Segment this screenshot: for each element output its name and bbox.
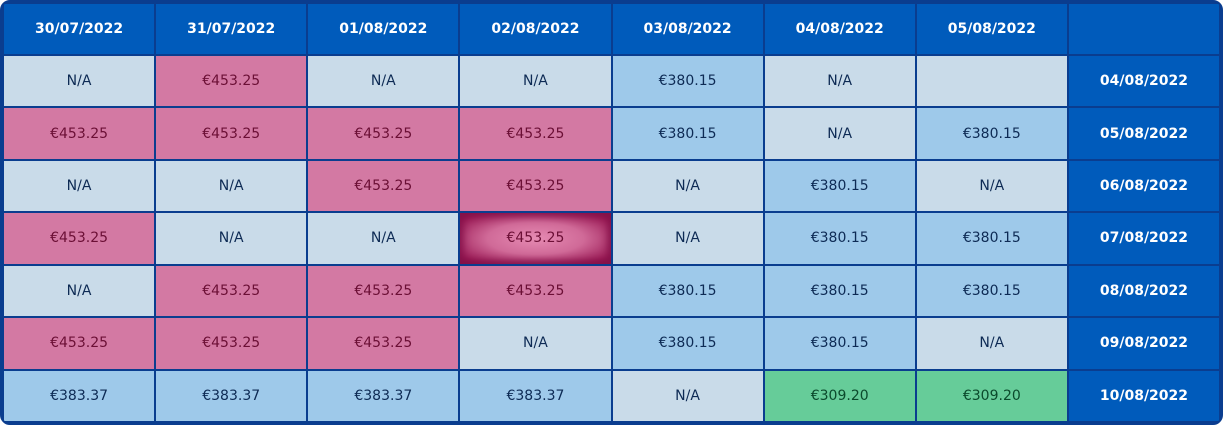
price-cell[interactable]: €453.25	[308, 108, 459, 159]
price-cell[interactable]: €380.15	[916, 213, 1067, 264]
price-cell[interactable]: N/A	[156, 213, 307, 264]
price-cell[interactable]: N/A	[308, 213, 459, 264]
row-header-date: 06/08/2022	[1068, 160, 1219, 212]
price-cell[interactable]: €380.15	[764, 265, 915, 317]
header-corner	[1068, 4, 1219, 54]
price-cell[interactable]: €453.25	[4, 213, 155, 264]
price-cell[interactable]: €380.15	[612, 108, 763, 159]
price-cell[interactable]: €453.25	[156, 108, 307, 159]
price-cell[interactable]: €453.25	[156, 265, 307, 317]
table-row: €453.25 N/A N/A €453.25 N/A €380.15 €380.15 07/…	[4, 213, 1219, 264]
price-cell[interactable]: N/A	[460, 318, 611, 369]
column-header-date: 05/08/2022	[916, 4, 1067, 54]
price-cell[interactable]: €383.37	[460, 370, 611, 421]
row-header-date: 10/08/2022	[1068, 370, 1219, 421]
row-header-date: 05/08/2022	[1068, 108, 1219, 159]
price-cell[interactable]: €453.25	[308, 160, 459, 212]
column-header-date: 31/07/2022	[156, 4, 307, 54]
price-cell[interactable]: €383.37	[308, 370, 459, 421]
price-cell[interactable]: €380.15	[612, 265, 763, 317]
table-row: N/A €453.25 €453.25 €453.25 €380.15 €380.15 €3…	[4, 265, 1219, 317]
table-row: N/A €453.25 N/A N/A €380.15 N/A 04/08/2022	[4, 56, 1219, 107]
table-row: €453.25 €453.25 €453.25 N/A €380.15 €380.15 N/…	[4, 318, 1219, 369]
price-cell[interactable]: €453.25	[308, 318, 459, 369]
column-header-date: 04/08/2022	[764, 4, 915, 54]
price-cell[interactable]: N/A	[612, 370, 763, 421]
price-cell[interactable]: N/A	[764, 108, 915, 159]
price-cell[interactable]: €453.25	[4, 318, 155, 369]
price-cell[interactable]: €453.25	[156, 318, 307, 369]
price-cell[interactable]: N/A	[612, 160, 763, 212]
column-header-date: 03/08/2022	[612, 4, 763, 54]
price-cell[interactable]: €453.25	[460, 265, 611, 317]
header-row: 30/07/2022 31/07/2022 01/08/2022 02/08/2…	[4, 4, 1219, 54]
price-cell[interactable]	[916, 56, 1067, 107]
row-header-date: 09/08/2022	[1068, 318, 1219, 369]
row-header-date: 07/08/2022	[1068, 213, 1219, 264]
price-cell[interactable]: N/A	[156, 160, 307, 212]
price-cell[interactable]: €380.15	[764, 213, 915, 264]
price-cell[interactable]: €380.15	[764, 318, 915, 369]
table-row: N/A N/A €453.25 €453.25 N/A €380.15 N/A 06/08/2…	[4, 160, 1219, 212]
price-cell-selected[interactable]: €453.25	[460, 213, 611, 264]
price-cell[interactable]: €453.25	[308, 265, 459, 317]
price-cell[interactable]: €380.15	[916, 108, 1067, 159]
price-cell[interactable]: N/A	[460, 56, 611, 107]
table-row: €383.37 €383.37 €383.37 €383.37 N/A €309.20 €3…	[4, 370, 1219, 421]
price-cell[interactable]: €453.25	[460, 108, 611, 159]
price-cell[interactable]: N/A	[4, 160, 155, 212]
price-cell[interactable]: N/A	[4, 56, 155, 107]
price-cell[interactable]: €380.15	[916, 265, 1067, 317]
price-cell[interactable]: €380.15	[764, 160, 915, 212]
price-cell[interactable]: €453.25	[156, 56, 307, 107]
price-cell[interactable]: N/A	[916, 318, 1067, 369]
price-cell[interactable]: €309.20	[916, 370, 1067, 421]
price-cell[interactable]: N/A	[916, 160, 1067, 212]
row-header-date: 08/08/2022	[1068, 265, 1219, 317]
table-body: N/A €453.25 N/A N/A €380.15 N/A 04/08/2022 €453…	[4, 56, 1219, 421]
column-header-date: 30/07/2022	[4, 4, 155, 54]
price-cell[interactable]: N/A	[612, 213, 763, 264]
price-cell[interactable]: €309.20	[764, 370, 915, 421]
price-cell[interactable]: €383.37	[4, 370, 155, 421]
column-header-date: 02/08/2022	[460, 4, 611, 54]
price-cell[interactable]: €453.25	[460, 160, 611, 212]
price-cell[interactable]: N/A	[764, 56, 915, 107]
price-cell[interactable]: N/A	[4, 265, 155, 317]
table-row: €453.25 €453.25 €453.25 €453.25 €380.15 N/A €3…	[4, 108, 1219, 159]
price-cell[interactable]: €383.37	[156, 370, 307, 421]
row-header-date: 04/08/2022	[1068, 56, 1219, 107]
price-cell[interactable]: €380.15	[612, 318, 763, 369]
price-cell[interactable]: €453.25	[4, 108, 155, 159]
price-cell[interactable]: €380.15	[612, 56, 763, 107]
price-cell[interactable]: N/A	[308, 56, 459, 107]
column-header-date: 01/08/2022	[308, 4, 459, 54]
